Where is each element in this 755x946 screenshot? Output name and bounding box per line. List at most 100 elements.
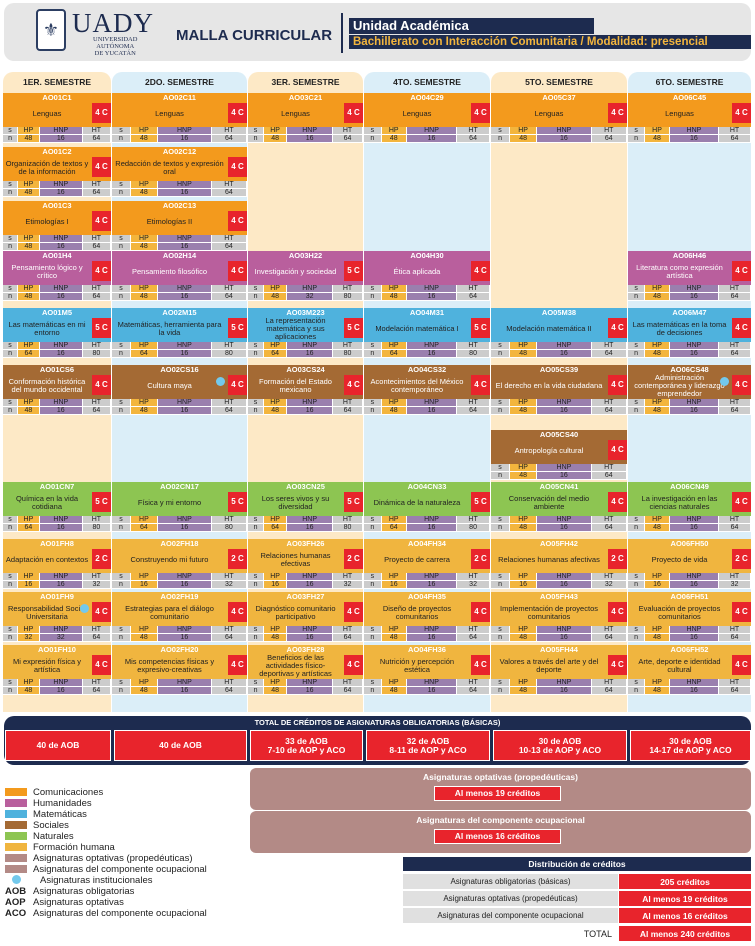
optativas-box: Asignaturas optativas (propedéuticas) Al…: [250, 768, 751, 810]
course-card[interactable]: AO01FH10 Mi expresión física y artística 4…: [3, 645, 111, 695]
course-card[interactable]: AO04FH36 Nutrición y percepción estética 4…: [364, 645, 490, 695]
distribution-title: Distribución de créditos: [403, 857, 751, 871]
hp-value: 16: [645, 581, 670, 589]
credits-badge: 5 C: [228, 318, 247, 338]
hp-value: 48: [645, 524, 670, 532]
course-card[interactable]: AO02C11 Lenguas 4 C s HP HNP HT n 48 16 64: [112, 93, 247, 143]
distribution-row: Asignaturas obligatorias (básicas) 205 c…: [403, 874, 751, 890]
course-card[interactable]: AO05FH44 Valores a través del arte y del …: [491, 645, 627, 695]
hours-label: n: [112, 350, 131, 358]
course-card[interactable]: AO02H14 Pensamiento filosófico 4 C s HP HNP HT…: [112, 251, 247, 301]
course-card[interactable]: AO05CN41 Conservación del medio ambiente 4…: [491, 482, 627, 532]
unit-label: Unidad Académica: [349, 18, 594, 34]
course-card[interactable]: AO03FH26 Relaciones humanas efectivas 2 C s…: [248, 539, 363, 589]
course-card[interactable]: AO03C21 Lenguas 4 C s HP HNP HT n 48 16 64: [248, 93, 363, 143]
course-name: Valores a través del arte y del deporte: [499, 657, 599, 674]
legend-abbr: AOB: [5, 886, 27, 897]
course-card[interactable]: AO03CS24 Formación del Estado mexicano 4 C…: [248, 365, 363, 415]
hours-label: HP: [510, 399, 538, 407]
course-card[interactable]: AO03H22 Investigación y sociedad 5 C s HP HNP…: [248, 251, 363, 301]
hnp-value: 16: [157, 243, 212, 251]
course-card[interactable]: AO02C12 Redacción de textos y expresión o…: [112, 147, 247, 197]
credits-badge: 2 C: [344, 549, 363, 569]
legend-swatch: [5, 799, 27, 807]
course-card[interactable]: AO01C2 Organización de textos y de la inf…: [3, 147, 111, 197]
hours-label: n: [112, 634, 131, 642]
course-card[interactable]: AO02M15 Matemáticas, herramienta para la …: [112, 308, 247, 358]
hours-grid: s HP HNP HT n 48 16 64: [491, 127, 627, 143]
course-card[interactable]: AO01FH9 Responsabilidad Social Universita…: [3, 592, 111, 642]
course-card[interactable]: AO06H46 Literatura como expresión artísti…: [628, 251, 751, 301]
course-card[interactable]: AO02CN17 Física y mi entorno 5 C s HP HNP HT n 6…: [112, 482, 247, 532]
hours-grid: s HP HNP HT n 48 16 64: [3, 285, 111, 301]
course-card[interactable]: AO06CS48 Administración contemporánea y l…: [628, 365, 751, 415]
course-card[interactable]: AO02FH19 Estrategias para el diálogo comu…: [112, 592, 247, 642]
course-card[interactable]: AO06FH52 Arte, deporte e identidad cultur…: [628, 645, 751, 695]
hours-label: s: [112, 516, 131, 524]
hours-label: s: [491, 127, 511, 135]
course-card[interactable]: AO04C29 Lenguas 4 C s HP HNP HT n 48 16 64: [364, 93, 490, 143]
course-card[interactable]: AO01CS6 Conformación histórica del mundo …: [3, 365, 111, 415]
course-card[interactable]: AO01C3 Etimologías I 4 C s HP HNP HT n 48 16 64: [3, 201, 111, 251]
course-card[interactable]: AO03CN25 Los seres vivos y su diversidad 5…: [248, 482, 363, 532]
ht-value: 64: [719, 350, 751, 358]
course-card[interactable]: AO05CS39 El derecho en la vida ciudadana 4…: [491, 365, 627, 415]
course-card[interactable]: AO02FH18 Construyendo mi futuro 2 C s HP HNP H…: [112, 539, 247, 589]
course-card[interactable]: AO05M38 Modelación matemática II 4 C s HP HNP…: [491, 308, 627, 358]
hp-value: 48: [18, 687, 40, 695]
course-name: Lenguas: [402, 109, 432, 118]
course-card[interactable]: AO01C1 Lenguas 4 C s HP HNP HT n 48 16 64: [3, 93, 111, 143]
hours-label: s: [364, 285, 382, 293]
course-card[interactable]: AO05CS40 Antropología cultural 4 C s HP HNP HT…: [491, 430, 627, 480]
hours-label: n: [112, 581, 131, 589]
hours-label: HP: [264, 342, 288, 350]
course-card[interactable]: AO05FH42 Relaciones humanas afectivas 2 C s…: [491, 539, 627, 589]
course-card[interactable]: AO03FH27 Diagnóstico comunitario particip…: [248, 592, 363, 642]
hnp-value: 16: [157, 189, 212, 197]
hours-label: s: [112, 127, 131, 135]
course-card[interactable]: AO06FH51 Evaluación de proyectos comunita…: [628, 592, 751, 642]
course-card[interactable]: AO05C37 Lenguas 4 C s HP HNP HT n 48 16 64: [491, 93, 627, 143]
course-card[interactable]: AO02FH20 Mis competencias físicas y expre…: [112, 645, 247, 695]
course-card[interactable]: AO06CN49 La investigación en las ciencias…: [628, 482, 751, 532]
ht-value: 64: [333, 687, 363, 695]
course-card[interactable]: AO04H30 Ética aplicada 4 C s HP HNP HT n 48 16 64: [364, 251, 490, 301]
credits-badge: 4 C: [344, 655, 363, 675]
hnp-value: 16: [39, 407, 83, 415]
course-card[interactable]: AO04M31 Modelación matemática I 5 C s HP HNP H…: [364, 308, 490, 358]
course-card[interactable]: AO03FH28 Beneficios de las actividades fí…: [248, 645, 363, 695]
course-card[interactable]: AO01H4 Pensamiento lógico y crítico 4 C s HP…: [3, 251, 111, 301]
hp-value: 64: [18, 524, 40, 532]
course-card[interactable]: AO02CS16 Cultura maya 4 C s HP HNP HT n 48 16 64: [112, 365, 247, 415]
course-card[interactable]: AO06M47 Las matemáticas en la toma de dec…: [628, 308, 751, 358]
course-code: AO03CN25: [248, 482, 363, 491]
hours-label: HP: [18, 181, 40, 189]
hours-label: n: [628, 350, 646, 358]
course-card[interactable]: AO01FH8 Adaptación en contextos 2 C s HP HNP H…: [3, 539, 111, 589]
hnp-value: 16: [287, 687, 334, 695]
course-card[interactable]: AO06C45 Lenguas 4 C s HP HNP HT n 48 16 64: [628, 93, 751, 143]
hours-label: s: [112, 399, 131, 407]
hours-grid: s HP HNP HT n 64 16 80: [248, 342, 363, 358]
legend-swatch: [5, 821, 27, 829]
hnp-value: 16: [39, 581, 83, 589]
legend-swatch: [5, 810, 27, 818]
course-code: AO01C2: [3, 147, 111, 156]
course-card[interactable]: AO04FH35 Diseño de proyectos comunitarios…: [364, 592, 490, 642]
hours-label: n: [248, 407, 265, 415]
course-card[interactable]: AO05FH43 Implementación de proyectos comu…: [491, 592, 627, 642]
course-card[interactable]: AO04CS32 Acontecimientos del México conte…: [364, 365, 490, 415]
hours-label: HNP: [157, 235, 212, 243]
course-card[interactable]: AO03M223 La representación matemática y s…: [248, 308, 363, 358]
course-name: Modelación matemática I: [375, 324, 459, 333]
hours-label: n: [112, 293, 131, 301]
hours-label: HNP: [669, 127, 719, 135]
course-name: Adaptación en contextos: [5, 555, 89, 564]
course-card[interactable]: AO02C13 Etimologías II 4 C s HP HNP HT n 48 16 64: [112, 201, 247, 251]
hours-label: HT: [457, 626, 490, 634]
